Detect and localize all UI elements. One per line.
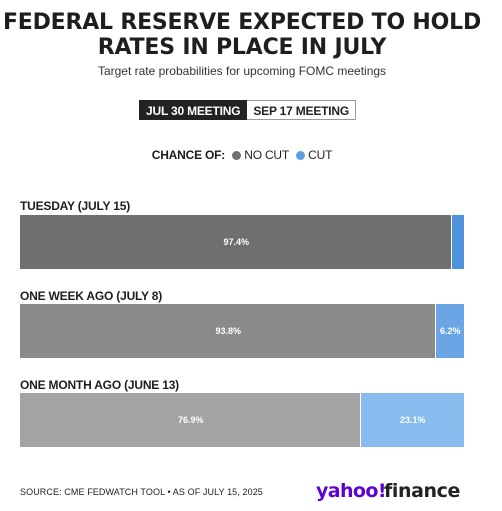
legend-no-cut-label: NO CUT (244, 148, 290, 162)
legend-cut-label: CUT (308, 148, 333, 162)
bar-label-one-week-ago-july-8: ONE WEEK AGO (JULY 8) (20, 289, 163, 303)
stacked-bar: 93.8% 6.2% (20, 304, 464, 358)
chart-subtitle: Target rate probabilities for upcoming F… (97, 64, 387, 78)
meeting-tabs: JUL 30 MEETING SEP 17 MEETING (139, 100, 357, 120)
bar-segment-no-cut (20, 304, 437, 358)
bar-segment-no-cut (20, 393, 362, 447)
data-label-no-cut: 97.4% (223, 237, 249, 247)
data-label-cut: 23.1% (399, 415, 426, 425)
data-label-no-cut: 76.9% (177, 415, 204, 425)
bar-label-one-month-ago-june-13: ONE MONTH AGO (JUNE 13) (20, 378, 179, 392)
legend-item-no-cut: NO CUT (232, 148, 289, 162)
legend-prefix: CHANCE OF: (151, 148, 226, 162)
bar-segment-no-cut (20, 215, 453, 269)
source-note: SOURCE: CME FEDWATCH TOOL • AS OF JULY 1… (20, 487, 263, 497)
svg-text:yahoo!: yahoo! (316, 480, 386, 502)
svg-text:finance: finance (384, 480, 460, 502)
stacked-bar: 76.9% 23.1% (20, 393, 464, 447)
legend-cut-swatch (296, 151, 306, 160)
bar-segment-cut (436, 304, 464, 358)
yahoo-finance-logo: yahoo! finance (316, 480, 460, 502)
bar-label-tuesday-july-15: TUESDAY (JULY 15) (20, 199, 130, 213)
legend: CHANCE OF: NO CUT CUT (0, 148, 484, 162)
bar-segment-cut (452, 215, 464, 269)
data-label-no-cut: 93.8% (215, 326, 241, 336)
legend-item-cut: CUT (296, 148, 332, 162)
chart-title: FEDERAL RESERVE EXPECTED TO HOLD RATES I… (2, 10, 482, 60)
stacked-bar: 97.4% (20, 215, 464, 269)
bar-segment-cut (361, 393, 464, 447)
legend-no-cut-swatch (232, 151, 242, 160)
data-label-cut: 6.2% (439, 326, 461, 336)
tab-jul-30-meeting[interactable]: JUL 30 MEETING (139, 100, 248, 120)
tab-sep-17-meeting[interactable]: SEP 17 MEETING (247, 100, 357, 120)
